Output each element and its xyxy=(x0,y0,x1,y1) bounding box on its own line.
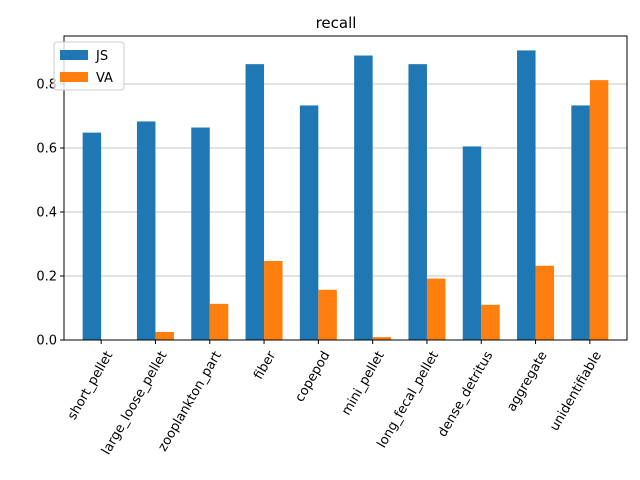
x-tick-label: fiber xyxy=(251,348,279,382)
bar-js xyxy=(517,50,536,341)
bar-js xyxy=(245,64,265,340)
bar-va xyxy=(589,80,609,340)
y-tick-label: 0.8 xyxy=(36,78,57,93)
legend-label-js: JS xyxy=(95,49,108,64)
bar-js xyxy=(191,127,210,341)
bar-js xyxy=(136,121,156,340)
legend: JS VA xyxy=(53,41,125,91)
bar-va xyxy=(372,337,392,340)
bar-va xyxy=(155,332,174,340)
bar-va xyxy=(426,278,446,340)
y-axis-ticks: 0.0 0.2 0.4 0.6 0.8 xyxy=(36,78,64,349)
bar-va xyxy=(209,303,229,340)
x-tick-label: copepod xyxy=(293,349,334,405)
x-tick-label: zooplankton_part xyxy=(155,349,224,454)
bar-js xyxy=(408,64,427,340)
legend-swatch-va xyxy=(60,72,88,82)
bar-va xyxy=(264,260,283,340)
bar-js xyxy=(82,132,102,340)
bar-js xyxy=(354,55,373,341)
bar-js xyxy=(462,146,482,340)
chart-title: recall xyxy=(316,14,357,32)
bar-js xyxy=(571,105,590,340)
x-axis-ticks: short_pelletlarge_loose_pelletzooplankto… xyxy=(65,340,605,458)
legend-swatch-js xyxy=(60,50,88,60)
x-tick-label: mini_pellet xyxy=(339,349,388,418)
y-tick-label: 0.2 xyxy=(36,270,57,285)
bar-va xyxy=(535,265,555,340)
plot-area-frame xyxy=(63,35,628,341)
y-tick-label: 0.0 xyxy=(36,334,57,349)
bar-va xyxy=(318,289,337,340)
x-tick-label: aggregate xyxy=(504,349,550,414)
x-tick-label: dense_detritus xyxy=(435,349,496,440)
legend-box xyxy=(53,41,125,91)
legend-label-va: VA xyxy=(96,71,113,86)
y-tick-label: 0.4 xyxy=(36,206,57,221)
x-tick-label: long_fecal_pellet xyxy=(375,349,442,451)
x-tick-label: unidentifiable xyxy=(547,349,605,434)
x-tick-label: short_pellet xyxy=(65,349,116,423)
y-tick-label: 0.6 xyxy=(36,142,57,157)
bar-va xyxy=(481,304,500,340)
bar-js xyxy=(299,105,319,340)
bars xyxy=(82,50,609,341)
